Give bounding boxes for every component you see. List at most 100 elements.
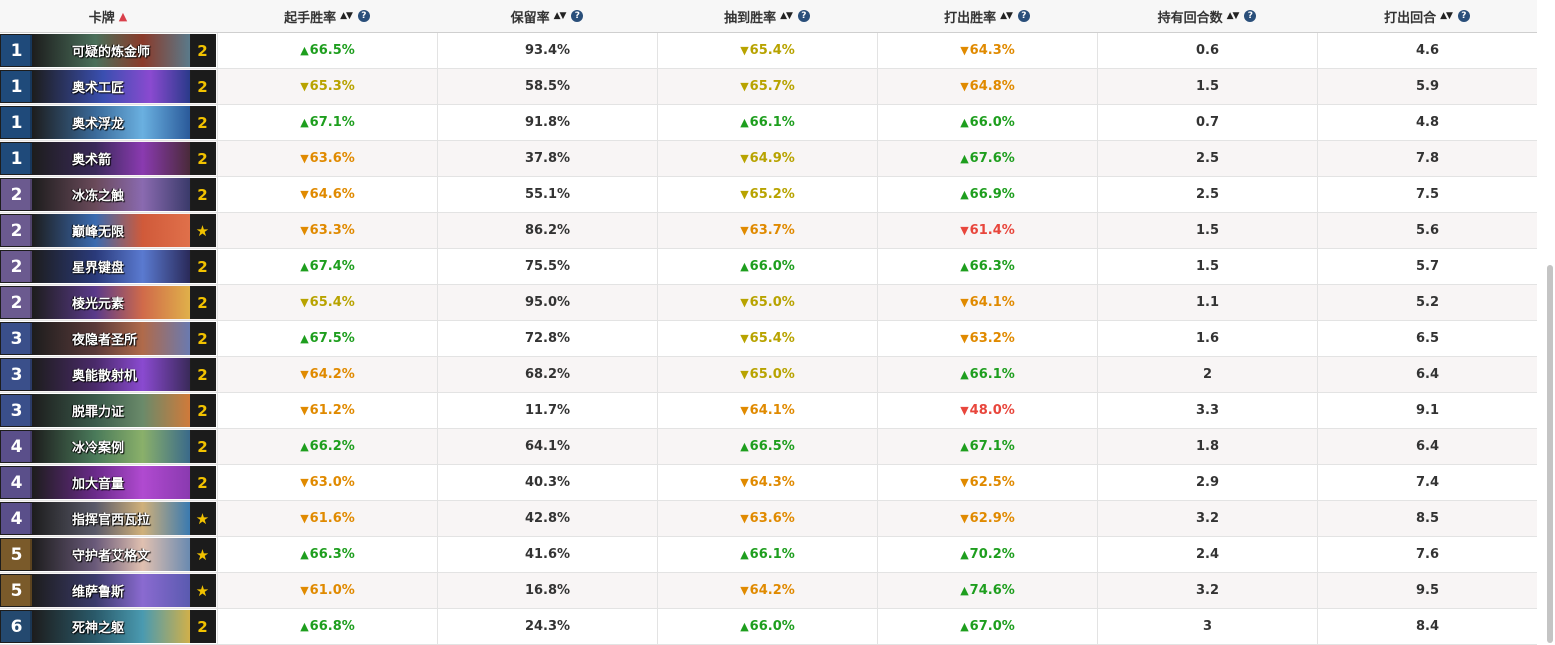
help-icon[interactable]: ? bbox=[357, 10, 370, 22]
column-header-mulligan-winrate[interactable]: 起手胜率 ▲▼ ? bbox=[217, 0, 437, 32]
cell-value: 37.8% bbox=[524, 151, 571, 166]
card-tile[interactable]: 4 冰冷案例 2 bbox=[0, 430, 216, 463]
card-count: 2 bbox=[191, 71, 214, 102]
card-tile[interactable]: 1 奥术工匠 2 bbox=[0, 70, 216, 103]
card-art: 奥术箭 bbox=[32, 142, 190, 175]
column-header-label: 抽到胜率 bbox=[724, 10, 777, 26]
card-tile[interactable]: 1 奥术浮龙 2 bbox=[0, 106, 216, 139]
drawn-winrate-cell: ▼ 64.1% bbox=[657, 393, 877, 428]
cell-value: 68.2% bbox=[524, 367, 571, 382]
cell-value: 4.6 bbox=[1415, 43, 1440, 58]
cell-value: 63.2% bbox=[969, 331, 1015, 346]
help-icon[interactable]: ? bbox=[1244, 10, 1257, 22]
card-cost: 5 bbox=[1, 575, 32, 606]
keep-rate-cell: 68.2% bbox=[437, 357, 657, 392]
card-tile[interactable]: 6 死神之躯 2 bbox=[0, 610, 216, 643]
column-header-played-winrate[interactable]: 打出胜率 ▲▼ ? bbox=[877, 0, 1097, 32]
card-count: 2 bbox=[191, 611, 214, 642]
table-row[interactable]: 6 死神之躯 2 ▲ 66.8% 24.3% ▲ 66.0% ▲ 67.0% 3 8.4 bbox=[0, 609, 1537, 645]
sort-toggle-icon[interactable]: ▲▼ bbox=[1226, 11, 1240, 21]
help-icon[interactable]: ? bbox=[1017, 10, 1030, 22]
cell-value: 42.8% bbox=[524, 511, 571, 526]
turn-played-cell: 7.6 bbox=[1317, 537, 1537, 572]
table-row[interactable]: 1 可疑的炼金师 2 ▲ 66.5% 93.4% ▼ 65.4% ▼ 64.3% 0.6 4.6 bbox=[0, 33, 1537, 69]
sort-ascending-icon[interactable]: ▲ bbox=[118, 9, 128, 23]
played-winrate-cell: ▼ 62.9% bbox=[877, 501, 1097, 536]
card-tile[interactable]: 3 脱罪力证 2 bbox=[0, 394, 216, 427]
cell-value: 8.5 bbox=[1415, 511, 1440, 526]
card-tile[interactable]: 2 星界键盘 2 bbox=[0, 250, 216, 283]
card-tile[interactable]: 3 奥能散射机 2 bbox=[0, 358, 216, 391]
help-icon[interactable]: ? bbox=[797, 10, 810, 22]
table-row[interactable]: 1 奥术浮龙 2 ▲ 67.1% 91.8% ▲ 66.1% ▲ 66.0% 0.7 4.8 bbox=[0, 105, 1537, 141]
table-row[interactable]: 1 奥术箭 2 ▼ 63.6% 37.8% ▼ 64.9% ▲ 67.6% 2.5 7.8 bbox=[0, 141, 1537, 177]
cell-value: 61.4% bbox=[969, 223, 1015, 238]
table-row[interactable]: 2 棱光元素 2 ▼ 65.4% 95.0% ▼ 65.0% ▼ 64.1% 1.1 5.2 bbox=[0, 285, 1537, 321]
mulligan-winrate-cell: ▼ 61.0% bbox=[217, 573, 437, 608]
drawn-winrate-cell: ▼ 65.2% bbox=[657, 177, 877, 212]
column-header-label: 打出回合 bbox=[1384, 10, 1437, 26]
card-tile[interactable]: 1 奥术箭 2 bbox=[0, 142, 216, 175]
table-row[interactable]: 5 维萨鲁斯 ★ ▼ 61.0% 16.8% ▼ 64.2% ▲ 74.6% 3.2 9.5 bbox=[0, 573, 1537, 609]
column-header-label: 起手胜率 bbox=[284, 10, 337, 26]
card-tile[interactable]: 4 指挥官西瓦拉 ★ bbox=[0, 502, 216, 535]
table-row[interactable]: 2 巅峰无限 ★ ▼ 63.3% 86.2% ▼ 63.7% ▼ 61.4% 1.5 5.6 bbox=[0, 213, 1537, 249]
card-tile[interactable]: 3 夜隐者圣所 2 bbox=[0, 322, 216, 355]
cell-value: 0.7 bbox=[1195, 115, 1220, 130]
turn-played-cell: 4.6 bbox=[1317, 33, 1537, 68]
legendary-star-icon: ★ bbox=[191, 503, 214, 534]
table-row[interactable]: 1 奥术工匠 2 ▼ 65.3% 58.5% ▼ 65.7% ▼ 64.8% 1.5 5.9 bbox=[0, 69, 1537, 105]
cell-value: 5.6 bbox=[1415, 223, 1440, 238]
column-header-keep-rate[interactable]: 保留率 ▲▼ ? bbox=[437, 0, 657, 32]
scrollbar[interactable] bbox=[1547, 265, 1553, 643]
card-tile[interactable]: 1 可疑的炼金师 2 bbox=[0, 34, 216, 67]
card-tile[interactable]: 2 冰冻之触 2 bbox=[0, 178, 216, 211]
table-row[interactable]: 2 星界键盘 2 ▲ 67.4% 75.5% ▲ 66.0% ▲ 66.3% 1.5 5.7 bbox=[0, 249, 1537, 285]
card-tile[interactable]: 5 维萨鲁斯 ★ bbox=[0, 574, 216, 607]
cell-value: 3.2 bbox=[1195, 511, 1220, 526]
cell-value: 61.2% bbox=[309, 403, 355, 418]
sort-toggle-icon[interactable]: ▲▼ bbox=[780, 11, 793, 21]
cell-value: 91.8% bbox=[524, 115, 571, 130]
help-icon[interactable]: ? bbox=[1457, 10, 1470, 22]
played-winrate-cell: ▼ 64.3% bbox=[877, 33, 1097, 68]
card-name: 守护者艾格文 bbox=[72, 549, 151, 564]
sort-toggle-icon[interactable]: ▲▼ bbox=[340, 11, 353, 21]
table-row[interactable]: 3 脱罪力证 2 ▼ 61.2% 11.7% ▼ 64.1% ▼ 48.0% 3.3 9.1 bbox=[0, 393, 1537, 429]
table-row[interactable]: 4 加大音量 2 ▼ 63.0% 40.3% ▼ 64.3% ▼ 62.5% 2.9 7.4 bbox=[0, 465, 1537, 501]
card-tile[interactable]: 5 守护者艾格文 ★ bbox=[0, 538, 216, 571]
sort-toggle-icon[interactable]: ▲▼ bbox=[1440, 11, 1453, 21]
card-tile[interactable]: 4 加大音量 2 bbox=[0, 466, 216, 499]
card-cost: 2 bbox=[1, 251, 32, 282]
mulligan-winrate-cell: ▼ 65.4% bbox=[217, 285, 437, 320]
cell-value: 66.1% bbox=[749, 547, 795, 562]
played-winrate-cell: ▼ 63.2% bbox=[877, 321, 1097, 356]
mulligan-winrate-cell: ▲ 66.5% bbox=[217, 33, 437, 68]
trend-down-icon: ▼ bbox=[740, 224, 749, 237]
cell-value: 40.3% bbox=[524, 475, 571, 490]
cell-value: 6.4 bbox=[1415, 439, 1440, 454]
card-tile[interactable]: 2 棱光元素 2 bbox=[0, 286, 216, 319]
card-tile[interactable]: 2 巅峰无限 ★ bbox=[0, 214, 216, 247]
sort-toggle-icon[interactable]: ▲▼ bbox=[1000, 11, 1013, 21]
played-winrate-cell: ▼ 64.1% bbox=[877, 285, 1097, 320]
trend-down-icon: ▼ bbox=[740, 296, 749, 309]
table-row[interactable]: 2 冰冻之触 2 ▼ 64.6% 55.1% ▼ 65.2% ▲ 66.9% 2.5 7.5 bbox=[0, 177, 1537, 213]
cell-value: 7.8 bbox=[1415, 151, 1440, 166]
table-row[interactable]: 3 夜隐者圣所 2 ▲ 67.5% 72.8% ▼ 65.4% ▼ 63.2% 1.6 6.5 bbox=[0, 321, 1537, 357]
cell-value: 3.3 bbox=[1195, 403, 1220, 418]
sort-toggle-icon[interactable]: ▲▼ bbox=[553, 11, 567, 21]
table-row[interactable]: 4 指挥官西瓦拉 ★ ▼ 61.6% 42.8% ▼ 63.6% ▼ 62.9% 3.2 8.5 bbox=[0, 501, 1537, 537]
column-header-card[interactable]: 卡牌 ▲ bbox=[0, 0, 216, 32]
table-row[interactable]: 4 冰冷案例 2 ▲ 66.2% 64.1% ▲ 66.5% ▲ 67.1% 1.8 6.4 bbox=[0, 429, 1537, 465]
help-icon[interactable]: ? bbox=[571, 10, 584, 22]
column-header-turns-held[interactable]: 持有回合数 ▲▼ ? bbox=[1097, 0, 1317, 32]
table-row[interactable]: 3 奥能散射机 2 ▼ 64.2% 68.2% ▼ 65.0% ▲ 66.1% 2 6.4 bbox=[0, 357, 1537, 393]
table-row[interactable]: 5 守护者艾格文 ★ ▲ 66.3% 41.6% ▲ 66.1% ▲ 70.2% 2.4 7.6 bbox=[0, 537, 1537, 573]
keep-rate-cell: 58.5% bbox=[437, 69, 657, 104]
turns-held-cell: 1.6 bbox=[1097, 321, 1317, 356]
column-header-drawn-winrate[interactable]: 抽到胜率 ▲▼ ? bbox=[657, 0, 877, 32]
mulligan-winrate-cell: ▼ 61.2% bbox=[217, 393, 437, 428]
card-count: 2 bbox=[191, 143, 214, 174]
column-header-turn-played[interactable]: 打出回合 ▲▼ ? bbox=[1317, 0, 1537, 32]
